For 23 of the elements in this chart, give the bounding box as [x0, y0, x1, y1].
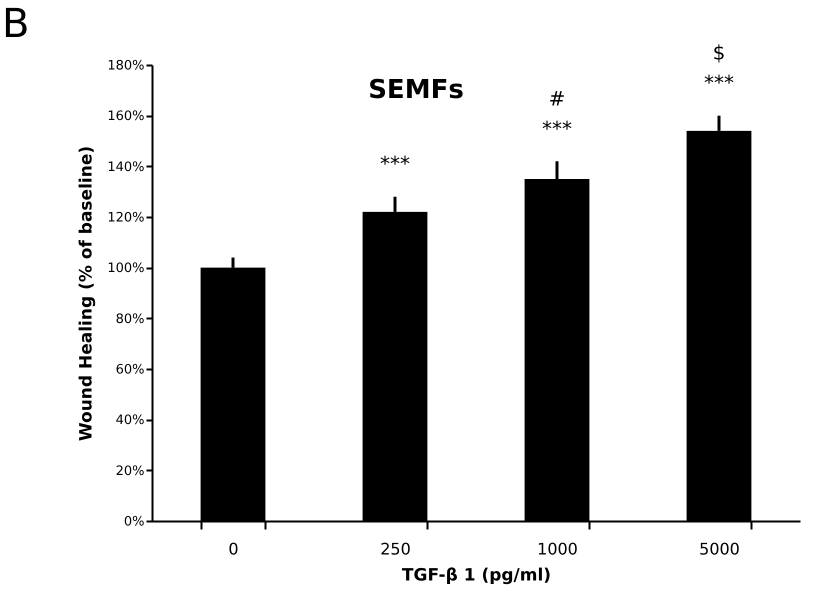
- y-tick-label: 140%: [107, 160, 144, 175]
- x-tick-label: 250: [380, 540, 411, 558]
- y-tick-label: 0%: [124, 514, 144, 530]
- annotation: ***: [704, 70, 734, 95]
- x-axis-title: TGF-β 1 (pg/ml): [402, 566, 552, 586]
- y-tick-label: 160%: [107, 109, 144, 124]
- y-axis-title: Wound Healing (% of baseline): [76, 146, 96, 442]
- y-tick-label: 180%: [107, 58, 144, 74]
- text: $: [712, 40, 726, 65]
- x-tick-label: 1000: [537, 540, 578, 558]
- y-tick-label: 20%: [116, 464, 144, 479]
- annotation: ***: [542, 116, 572, 140]
- text: B: [2, 1, 30, 47]
- x-tick-label: 5000: [699, 540, 740, 558]
- y-tick-label: 100%: [107, 261, 144, 276]
- y-tick-label: 80%: [116, 312, 144, 327]
- chart-title: SEMFs: [368, 75, 464, 105]
- y-tick-label: 120%: [107, 210, 144, 226]
- annotation: ***: [380, 152, 410, 176]
- x-tick-label: 0: [228, 540, 239, 558]
- annotation: #: [548, 86, 566, 110]
- y-tick-label: 40%: [116, 413, 144, 428]
- y-tick-label: 60%: [116, 362, 144, 378]
